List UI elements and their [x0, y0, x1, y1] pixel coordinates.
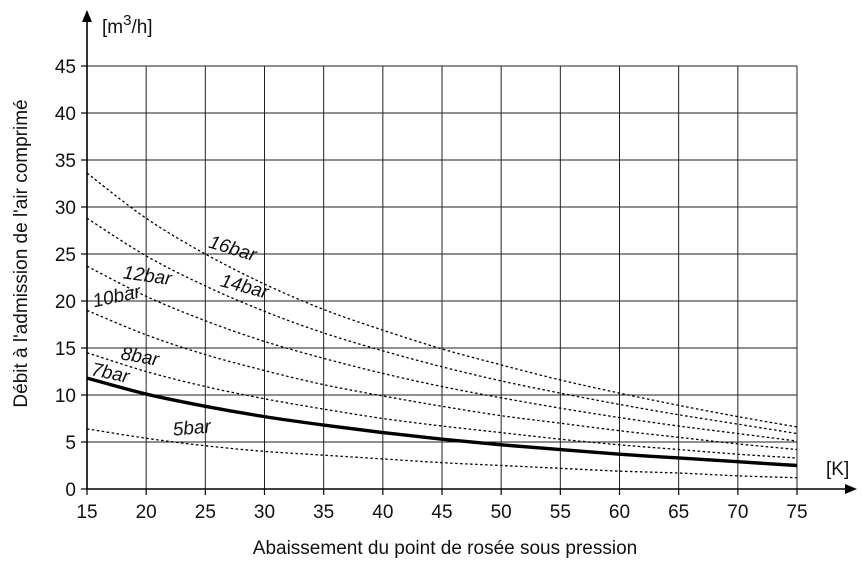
y-axis-unit: [m3/h]	[102, 12, 153, 38]
x-tick-label-75: 75	[786, 502, 807, 523]
x-tick-label-55: 55	[550, 502, 571, 523]
series-line-8bar	[86, 352, 798, 459]
y-axis-arrow	[82, 10, 92, 22]
x-tick-label-30: 30	[254, 502, 275, 523]
y-tick-label-20: 20	[55, 292, 76, 313]
y-axis-title: Débit à l'admission de l'air comprimé	[11, 99, 32, 407]
x-tick-label-35: 35	[313, 502, 334, 523]
y-tick-label-25: 25	[55, 245, 76, 266]
x-tick-label-65: 65	[668, 502, 689, 523]
x-tick-label-15: 15	[76, 502, 97, 523]
series-line-7bar	[86, 376, 798, 468]
labels: 15 20 25 30 35 40 45 50 55 60 65 70 75 0 5 10 15 20 25 30 35…	[11, 12, 849, 559]
series-label-10bar: 10bar	[91, 281, 144, 312]
series-label-5bar: 5bar	[172, 416, 212, 440]
x-tick-label-70: 70	[727, 502, 748, 523]
series-label-14bar: 14bar	[218, 271, 271, 304]
x-axis-title: Abaissement du point de rosée sous press…	[253, 538, 637, 559]
series-line-16bar	[86, 172, 798, 428]
x-tick-label-40: 40	[372, 502, 393, 523]
series-line-12bar	[86, 265, 798, 442]
x-tick-label-20: 20	[136, 502, 157, 523]
y-tick-label-35: 35	[55, 151, 76, 172]
y-tick-label-40: 40	[55, 104, 76, 125]
y-tick-label-45: 45	[55, 57, 76, 78]
y-tick-label-0: 0	[65, 480, 76, 501]
x-tick-label-25: 25	[195, 502, 216, 523]
x-tick-label-60: 60	[609, 502, 630, 523]
series-label-16bar: 16bar	[206, 232, 259, 266]
y-tick-label-30: 30	[55, 198, 76, 219]
x-tick-label-45: 45	[431, 502, 452, 523]
y-tick-label-10: 10	[55, 386, 76, 407]
grid	[87, 65, 798, 489]
series-layer	[86, 172, 798, 479]
x-axis-unit: [K]	[826, 459, 849, 480]
x-axis-arrow	[845, 484, 857, 494]
series-line-5bar	[86, 428, 798, 479]
axes	[81, 10, 857, 495]
y-tick-label-5: 5	[65, 433, 76, 454]
series-line-10bar	[86, 309, 798, 451]
x-tick-label-50: 50	[491, 502, 512, 523]
y-tick-label-15: 15	[55, 339, 76, 360]
